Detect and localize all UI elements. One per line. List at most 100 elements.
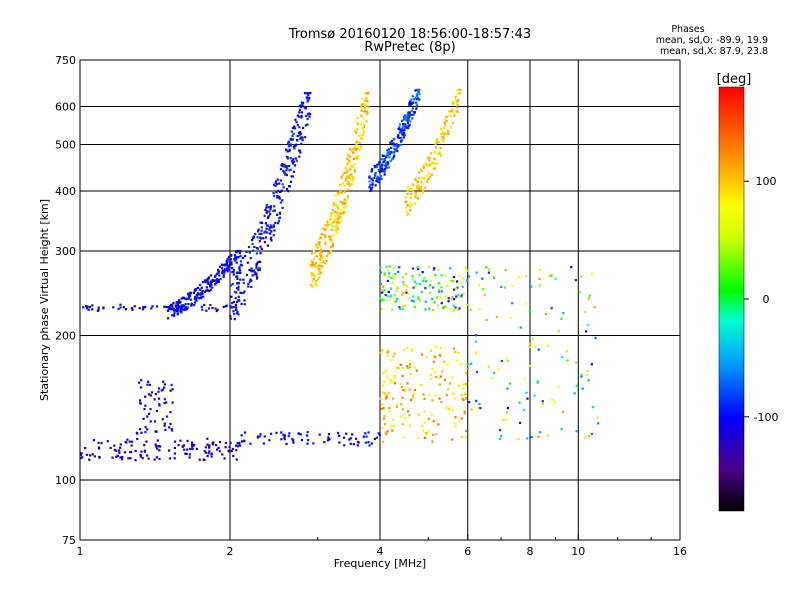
data-point: [249, 442, 252, 445]
data-point: [209, 280, 213, 283]
x-tick-label: 8: [527, 545, 534, 558]
data-point: [427, 266, 431, 269]
data-point: [393, 144, 396, 148]
data-point: [418, 299, 421, 302]
data-point: [434, 140, 438, 143]
data-point: [451, 295, 454, 299]
phase-stats: Phases mean, sd,O: -89.9, 19.9 mean, sd,…: [608, 24, 768, 57]
data-point: [381, 427, 384, 430]
data-point: [325, 226, 328, 230]
data-point: [388, 265, 392, 268]
data-point: [435, 418, 438, 422]
data-point: [257, 267, 260, 270]
data-point: [329, 214, 333, 217]
data-point: [413, 305, 416, 309]
data-point: [434, 163, 438, 166]
data-point: [410, 102, 413, 106]
data-point: [218, 440, 222, 444]
data-point: [332, 202, 335, 205]
data-point: [423, 421, 426, 424]
data-point: [139, 402, 142, 405]
data-point: [258, 232, 261, 236]
data-point: [277, 189, 280, 192]
data-point: [291, 126, 295, 130]
data-point: [85, 453, 88, 456]
data-point: [201, 281, 205, 284]
data-point: [235, 287, 239, 290]
data-point: [296, 123, 299, 127]
data-point: [410, 349, 413, 352]
data-point: [593, 306, 596, 309]
data-point: [458, 92, 462, 95]
data-point: [342, 202, 345, 205]
data-point: [300, 142, 303, 145]
data-point: [436, 296, 439, 299]
data-point: [233, 313, 236, 316]
data-point: [390, 380, 394, 383]
data-point: [355, 131, 358, 134]
data-point: [378, 177, 381, 180]
data-point: [112, 306, 115, 309]
data-point: [379, 397, 382, 400]
data-point: [456, 359, 459, 362]
data-point: [130, 444, 133, 447]
data-point: [226, 257, 230, 261]
data-point: [438, 397, 441, 400]
data-point: [406, 382, 409, 385]
data-point: [409, 202, 412, 205]
data-point: [550, 307, 553, 310]
data-point: [359, 148, 362, 151]
data-point: [428, 394, 431, 397]
data-point: [235, 458, 238, 461]
data-point: [415, 369, 418, 372]
data-point: [422, 429, 425, 432]
data-point: [434, 158, 437, 161]
data-point: [279, 190, 282, 194]
data-point: [416, 266, 419, 269]
data-point: [153, 398, 156, 401]
data-point: [374, 184, 377, 187]
data-point: [173, 311, 176, 314]
data-point: [200, 296, 203, 299]
data-point: [405, 126, 408, 129]
scatter-points: [79, 88, 600, 462]
data-point: [326, 224, 330, 227]
data-point: [573, 392, 576, 395]
data-point: [452, 309, 455, 312]
data-point: [247, 245, 251, 249]
data-point: [309, 264, 312, 267]
data-point: [385, 154, 388, 157]
data-point: [583, 310, 587, 314]
data-point: [291, 175, 294, 178]
data-point: [318, 433, 321, 436]
data-point: [235, 261, 238, 264]
data-point: [538, 284, 541, 287]
data-point: [487, 271, 490, 274]
data-point: [402, 291, 405, 295]
data-point: [192, 291, 196, 294]
data-point: [404, 388, 407, 391]
data-point: [176, 302, 180, 306]
data-point: [144, 395, 147, 398]
data-point: [457, 351, 460, 355]
data-point: [249, 257, 252, 260]
data-point: [280, 431, 283, 434]
data-point: [412, 295, 415, 298]
data-point: [340, 174, 344, 178]
data-point: [260, 237, 263, 240]
data-point: [398, 131, 401, 134]
data-point: [531, 337, 535, 340]
data-point: [417, 183, 420, 186]
data-point: [393, 293, 396, 297]
data-point: [202, 295, 205, 298]
data-point: [289, 180, 293, 183]
data-point: [368, 444, 371, 447]
data-point: [155, 456, 159, 459]
data-point: [404, 200, 407, 204]
data-point: [230, 449, 233, 453]
data-point: [545, 312, 548, 316]
data-point: [192, 444, 195, 447]
data-point: [291, 161, 295, 164]
data-point: [274, 181, 277, 184]
data-point: [306, 113, 310, 116]
